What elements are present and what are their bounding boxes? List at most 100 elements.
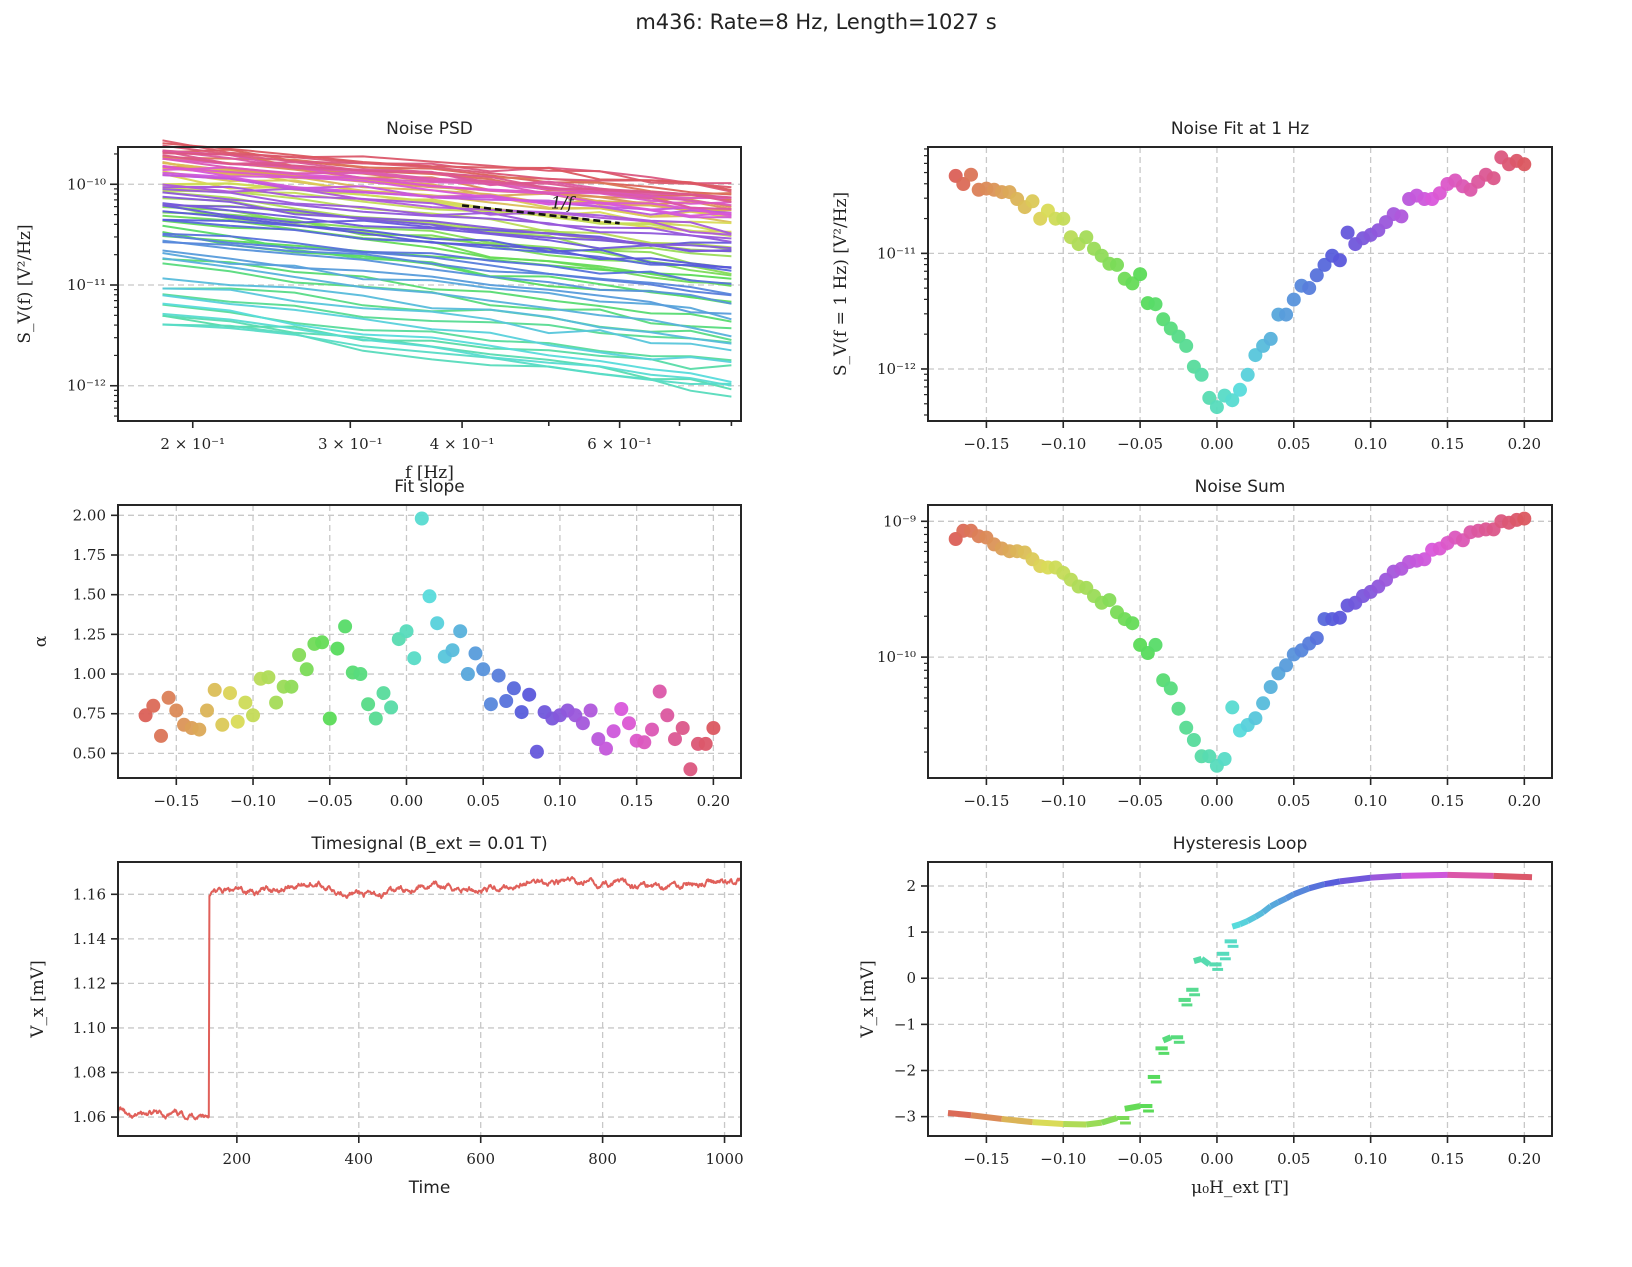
data-point <box>1171 701 1186 716</box>
y-tick-label: 1.14 <box>73 930 106 948</box>
hysteresis-segment <box>1493 872 1533 881</box>
x-tick-label: 0.10 <box>1354 435 1387 453</box>
data-point <box>299 662 314 677</box>
y-axis-label: S_V(f = 1 Hz) [V²/Hz] <box>831 192 851 376</box>
hysteresis-segment <box>1324 878 1341 888</box>
data-point <box>338 619 353 634</box>
y-tick-label: 10⁻¹¹ <box>67 276 106 294</box>
y-tick-label: 1.10 <box>73 1019 106 1037</box>
y-tick-label: 1.08 <box>73 1064 106 1082</box>
data-point <box>223 686 237 701</box>
x-tick-label: 0.20 <box>1508 435 1541 453</box>
x-tick-label: 0.05 <box>1277 435 1310 453</box>
y-tick-label: 10⁻¹² <box>877 360 916 378</box>
x-tick-label: 0.00 <box>1200 1150 1233 1168</box>
hysteresis-segment <box>1292 885 1311 898</box>
axes-frame <box>117 504 742 779</box>
x-tick-label: 800 <box>588 1150 617 1168</box>
data-point <box>483 697 498 712</box>
x-tick-label: 0.00 <box>390 792 423 810</box>
x-tick-label: 0.00 <box>1200 792 1233 810</box>
psd-line <box>162 218 732 269</box>
y-tick-label: 2.00 <box>73 506 106 524</box>
y-tick-label: 10⁻¹⁰ <box>67 175 106 193</box>
data-point <box>200 703 214 718</box>
data-point <box>1163 681 1178 696</box>
data-point <box>138 708 153 723</box>
y-tick-label: 1.25 <box>73 625 106 643</box>
data-point <box>1263 680 1278 694</box>
data-point <box>1279 307 1294 322</box>
data-point <box>476 662 491 677</box>
x-tick-label: −0.15 <box>963 792 1009 810</box>
data-point <box>1125 276 1140 291</box>
hysteresis-segment <box>1277 895 1288 905</box>
data-point <box>215 717 230 732</box>
y-axis-label: α <box>31 635 51 647</box>
data-point <box>445 643 460 658</box>
plot-background <box>928 862 1552 1136</box>
one-over-f-annotation: 1/f <box>551 193 577 213</box>
x-tick-label: 0.20 <box>1508 1150 1541 1168</box>
data-point <box>622 716 636 731</box>
data-point <box>453 624 468 639</box>
chart-title: Hysteresis Loop <box>1173 834 1308 854</box>
data-point <box>1279 658 1294 673</box>
data-point <box>675 721 690 735</box>
psd-line <box>162 218 732 272</box>
hysteresis-segment <box>1447 871 1494 879</box>
chart-fit-slope: −0.15 −0.10 −0.05 0.00 0.05 0.10 0.15 0.20 0.50 0… <box>31 477 742 810</box>
data-point <box>506 681 521 696</box>
data-point <box>468 646 483 661</box>
psd-line <box>162 174 732 217</box>
data-point <box>1079 230 1094 245</box>
chart-timesignal: 200 400 600 800 1000 1.06 1.08 1.10 1.12 1.14 1.16… <box>28 834 744 1198</box>
psd-line <box>162 195 732 250</box>
axes-frame <box>927 861 1553 1137</box>
data-point <box>1517 511 1532 526</box>
x-tick-label: 0.15 <box>1431 1150 1464 1168</box>
data-point <box>1225 393 1240 408</box>
y-tick-label: 10⁻¹⁰ <box>877 648 916 666</box>
hysteresis-segment <box>970 1112 1003 1122</box>
y-tick-label: 1.50 <box>73 586 106 604</box>
psd-line <box>162 210 732 269</box>
time-signal-line <box>117 876 742 1121</box>
x-tick-label: −0.05 <box>307 792 353 810</box>
data-point <box>1186 733 1201 747</box>
data-point <box>384 700 399 715</box>
x-axis-label: f [Hz] <box>405 463 454 483</box>
x-tick-label: 400 <box>344 1150 373 1168</box>
data-point <box>230 714 245 729</box>
chart-noise-psd: 1/f 10⁻¹⁰ 10⁻¹¹ 10⁻¹² 2 × 10⁻¹ 3 × 10⁻¹ 4 × 10… <box>15 119 742 483</box>
axes-frame <box>927 504 1553 779</box>
data-point <box>1110 257 1124 272</box>
data-point <box>353 667 368 681</box>
data-point <box>1125 616 1140 631</box>
data-point <box>514 705 529 720</box>
data-point <box>161 690 176 705</box>
data-point <box>1432 186 1447 201</box>
data-point <box>1240 367 1255 382</box>
hysteresis-segment <box>1253 909 1265 920</box>
psd-line <box>162 234 732 297</box>
data-point <box>698 736 713 751</box>
data-point <box>645 722 659 737</box>
x-tick-label: 0.05 <box>1277 1150 1310 1168</box>
hysteresis-segment <box>1199 956 1212 967</box>
data-point <box>238 695 253 710</box>
psd-line <box>162 148 732 196</box>
data-point <box>376 686 391 701</box>
psd-line <box>162 185 732 235</box>
psd-line <box>162 258 732 323</box>
y-tick-label: 10⁻¹² <box>67 377 106 395</box>
x-tick-label: −0.05 <box>1117 435 1163 453</box>
psd-line <box>162 239 732 305</box>
data-point <box>522 687 537 702</box>
data-point <box>460 667 475 681</box>
hysteresis-segment <box>1284 891 1296 902</box>
psd-line <box>162 302 732 383</box>
data-point <box>1148 297 1163 312</box>
chart-noise-fit: −0.15 −0.10 −0.05 0.00 0.05 0.10 0.15 0.20 10⁻¹¹… <box>831 119 1553 453</box>
psd-line <box>162 164 732 217</box>
